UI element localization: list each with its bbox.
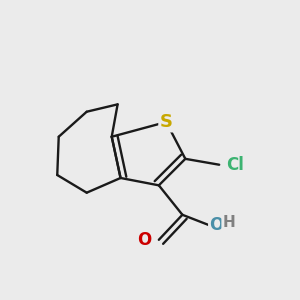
Text: Cl: Cl [226,156,244,174]
Text: O: O [137,231,152,249]
Text: H: H [222,214,235,230]
Text: S: S [160,113,173,131]
Text: O: O [209,216,223,234]
